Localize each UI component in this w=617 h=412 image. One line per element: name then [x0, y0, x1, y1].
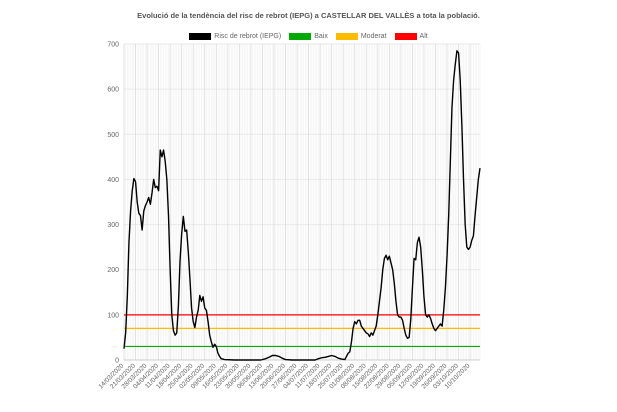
legend-swatch-alt	[394, 32, 417, 40]
legend: Risc de rebrot (IEPG) Baix Moderat Alt	[0, 30, 617, 42]
y-tick-label: 600	[107, 87, 119, 94]
legend-item-moderat[interactable]: Moderat	[335, 32, 387, 40]
y-tick-label: 500	[107, 132, 119, 139]
legend-label-iepg: Risc de rebrot (IEPG)	[214, 32, 282, 40]
y-tick-label: 0	[115, 358, 119, 365]
legend-item-iepg[interactable]: Risc de rebrot (IEPG)	[189, 32, 282, 40]
y-tick-label: 100	[107, 312, 119, 319]
legend-item-alt[interactable]: Alt	[394, 32, 428, 40]
y-tick-label: 700	[107, 42, 119, 49]
legend-swatch-baix	[289, 32, 312, 40]
legend-label-alt: Alt	[419, 32, 428, 40]
legend-swatch-moderat	[335, 32, 358, 40]
legend-label-moderat: Moderat	[360, 32, 387, 40]
chart-title: Evolució de la tendència del risc de reb…	[137, 11, 480, 20]
y-tick-label: 300	[107, 222, 119, 229]
y-tick-label: 200	[107, 267, 119, 274]
series-line-iepg	[123, 50, 481, 361]
legend-label-baix: Baix	[314, 32, 328, 40]
y-tick-label: 400	[107, 177, 119, 184]
legend-swatch-iepg	[189, 32, 212, 40]
legend-item-baix[interactable]: Baix	[289, 32, 328, 40]
